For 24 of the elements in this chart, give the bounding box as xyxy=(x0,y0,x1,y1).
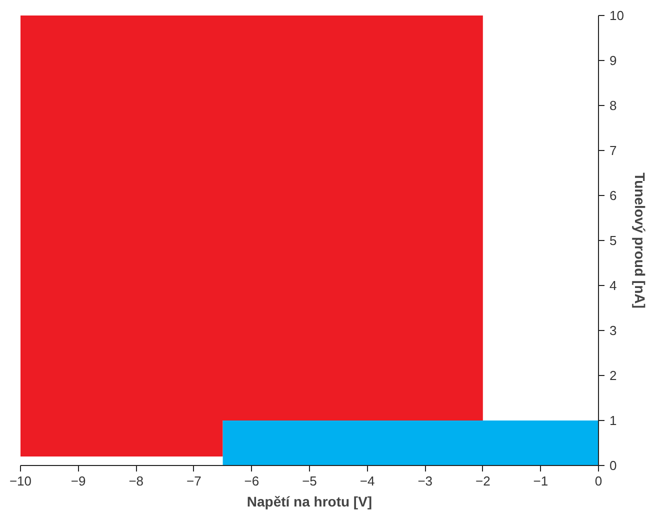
y-tick-label: 3 xyxy=(610,323,617,338)
x-tick-label: −4 xyxy=(360,474,375,488)
y-tick-label: 1 xyxy=(610,413,617,428)
y-tick-label: 10 xyxy=(610,8,624,23)
y-tick-label: 4 xyxy=(610,278,617,293)
x-tick-label: −6 xyxy=(244,474,260,488)
y-tick-label: 5 xyxy=(610,233,617,248)
x-tick-label: −2 xyxy=(475,474,490,488)
x-tick-label: −5 xyxy=(302,474,317,488)
x-tick-label: 0 xyxy=(594,474,602,488)
x-tick-label: −8 xyxy=(128,474,144,488)
y-tick-label: 2 xyxy=(610,368,617,383)
y-tick-label: 9 xyxy=(610,53,617,68)
x-tick-label: −1 xyxy=(533,474,548,488)
x-tick-label: −9 xyxy=(70,474,86,488)
y-axis-title: Tunelový proud [nA] xyxy=(632,172,648,308)
y-tick-label: 7 xyxy=(610,143,617,158)
x-tick-label: −7 xyxy=(186,474,202,488)
y-tick-label: 8 xyxy=(610,98,617,113)
y-tick-label: 6 xyxy=(610,188,617,203)
x-tick-label: −3 xyxy=(418,474,433,488)
y-tick-label: 0 xyxy=(610,458,617,473)
x-axis-title: Napětí na hrotu [V] xyxy=(246,494,372,510)
x-tick-label: −10 xyxy=(9,474,32,488)
